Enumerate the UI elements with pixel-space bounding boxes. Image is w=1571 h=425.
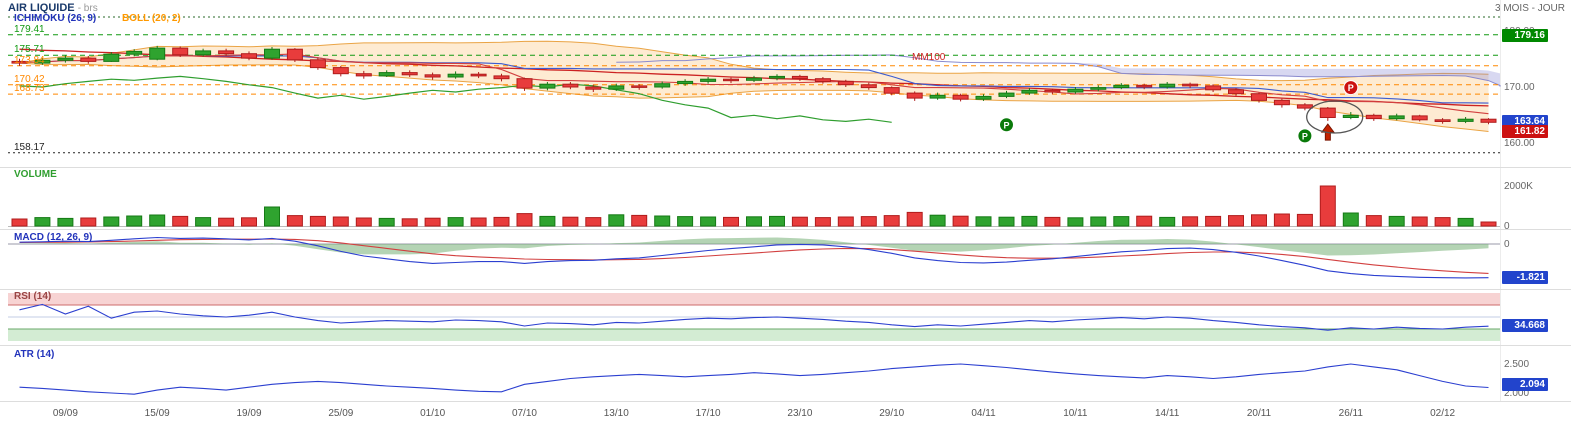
rsi-overbought-zone bbox=[8, 293, 1500, 305]
pivot-marker: P bbox=[1297, 128, 1313, 144]
atr-line bbox=[19, 363, 1489, 395]
pivot-marker: P bbox=[1343, 80, 1359, 96]
candlestick-series bbox=[11, 45, 1497, 125]
macd-line bbox=[19, 236, 1489, 279]
instrument-name: AIR LIQUIDE bbox=[8, 2, 75, 14]
instrument-title: AIR LIQUIDE - brs bbox=[8, 2, 98, 14]
rsi-line bbox=[19, 303, 1489, 331]
instrument-suffix: - brs bbox=[77, 3, 98, 14]
rsi-oversold-zone bbox=[8, 329, 1500, 341]
svg-text:P: P bbox=[1003, 120, 1009, 130]
chikou-line bbox=[19, 75, 892, 123]
volume-series bbox=[8, 185, 1500, 227]
highlight-ellipse bbox=[1306, 100, 1364, 134]
timeframe-label: 3 MOIS - JOUR bbox=[1494, 3, 1565, 14]
svg-text:P: P bbox=[1302, 131, 1308, 141]
pivot-marker: P bbox=[999, 117, 1014, 133]
macd-histogram bbox=[19, 237, 1489, 256]
ichimoku-cloud bbox=[616, 54, 1501, 87]
svg-text:P: P bbox=[1348, 83, 1354, 93]
